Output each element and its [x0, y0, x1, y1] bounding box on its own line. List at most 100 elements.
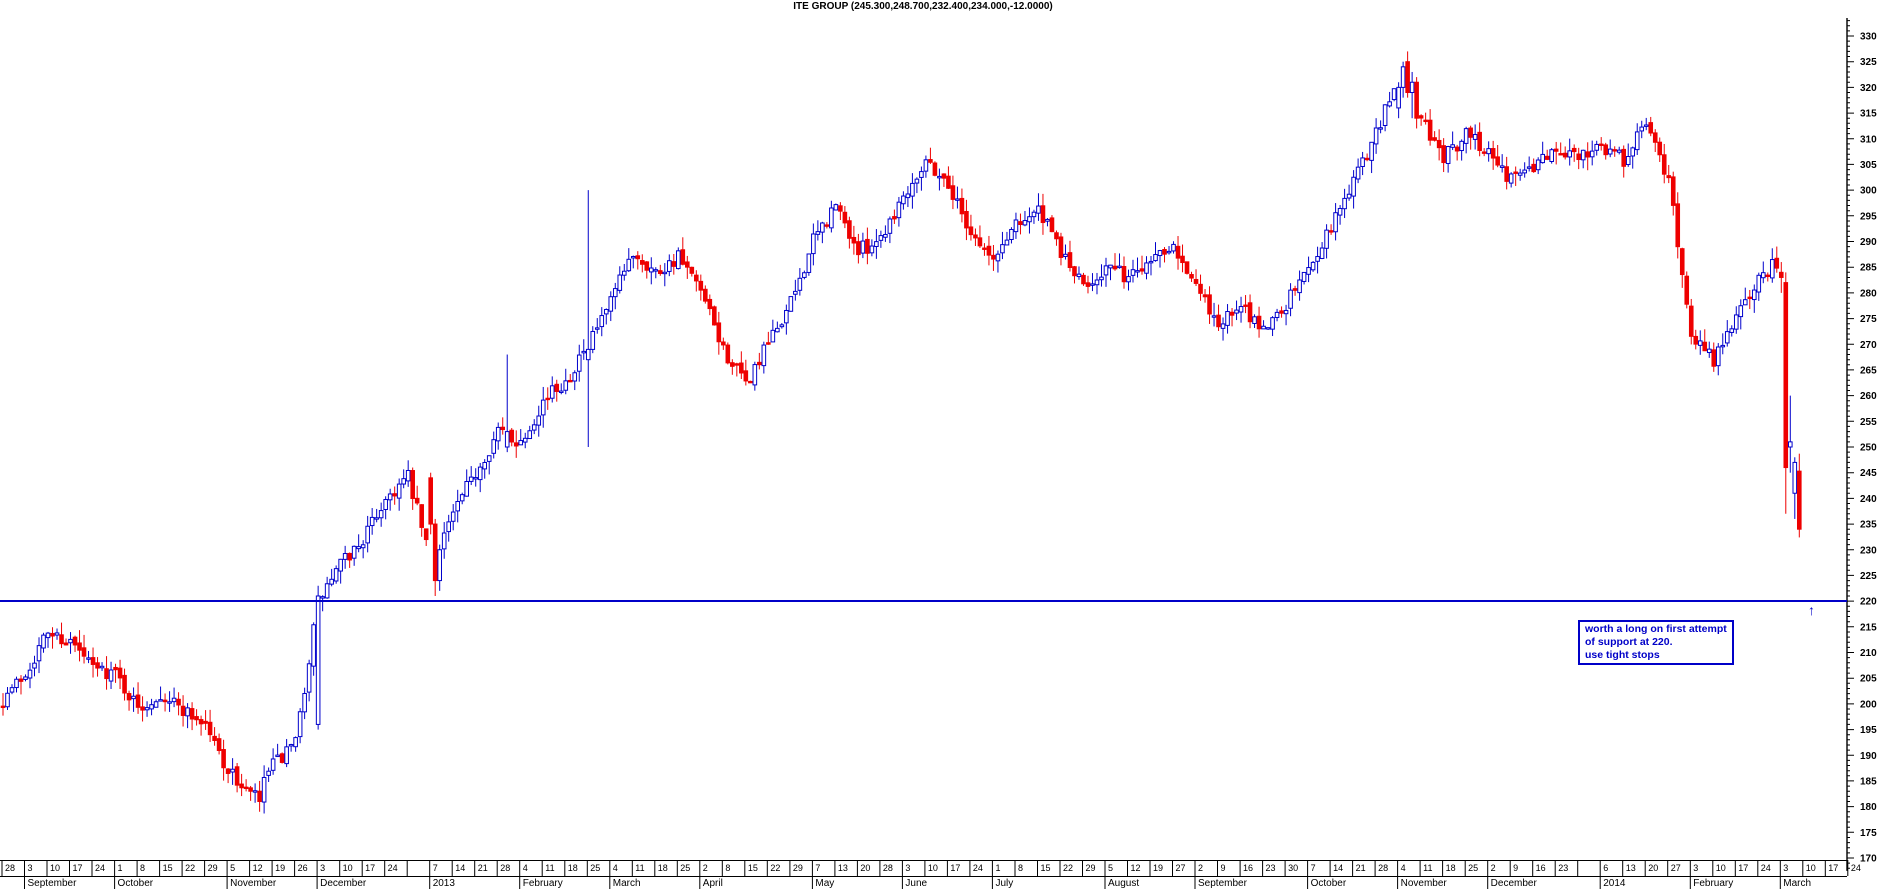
candle — [1508, 172, 1514, 188]
candle — [1589, 140, 1595, 166]
price-axis-label: 310 — [1860, 134, 1877, 145]
candle — [356, 534, 361, 553]
candle — [302, 687, 307, 720]
candle — [1670, 171, 1676, 216]
candle — [1747, 289, 1753, 310]
candle — [450, 504, 456, 531]
candle — [311, 622, 316, 676]
price-axis-label: 290 — [1860, 237, 1877, 248]
candle — [802, 270, 807, 280]
date-axis-day-label: 4 — [1401, 863, 1406, 873]
candle — [392, 486, 397, 505]
candle — [671, 253, 677, 275]
candle — [603, 308, 609, 325]
candle — [1315, 246, 1320, 274]
candle — [1072, 265, 1077, 284]
support-trendline[interactable] — [0, 600, 1847, 603]
price-axis-label: 295 — [1860, 211, 1877, 222]
candle — [1319, 242, 1325, 260]
date-axis-day-label: 22 — [1063, 863, 1073, 873]
candle — [712, 305, 717, 326]
date-axis-day-label: 9 — [1513, 863, 1518, 873]
candle — [1288, 283, 1293, 317]
date-axis-day-label: 7 — [1311, 863, 1316, 873]
candles — [0, 51, 1802, 814]
candle — [608, 291, 614, 322]
date-axis-day-label: 24 — [1761, 863, 1771, 873]
candle — [396, 478, 402, 511]
candle — [887, 216, 893, 244]
candle — [1693, 329, 1699, 350]
candle — [1652, 129, 1658, 153]
candle — [1018, 213, 1023, 235]
candle — [1369, 141, 1374, 174]
candle — [635, 251, 641, 270]
candle — [1553, 141, 1559, 165]
candle — [1468, 125, 1473, 150]
candle — [1450, 131, 1455, 151]
candle — [1099, 264, 1104, 287]
candle — [1702, 329, 1708, 352]
candle — [153, 699, 159, 708]
candle — [793, 279, 798, 301]
candle — [1549, 147, 1554, 164]
candle — [1621, 145, 1627, 178]
candle — [775, 321, 780, 333]
candle — [1778, 262, 1784, 293]
date-axis-day-label: 12 — [1131, 863, 1141, 873]
candle — [1535, 157, 1541, 175]
price-axis-label: 200 — [1860, 699, 1877, 710]
candle — [937, 168, 942, 191]
candle — [703, 285, 708, 304]
candle — [815, 220, 821, 241]
candle — [504, 354, 510, 453]
candle — [1378, 120, 1383, 134]
candle — [1792, 457, 1798, 519]
candle — [297, 708, 303, 744]
date-axis-month-label: February — [523, 878, 563, 889]
candle — [1738, 299, 1744, 330]
candle — [946, 166, 951, 189]
annotation-box[interactable]: worth a long on first attempt of support… — [1578, 620, 1734, 665]
price-axis-label: 285 — [1860, 263, 1877, 274]
candle — [491, 431, 497, 459]
candle — [1247, 294, 1253, 329]
candle — [1252, 314, 1257, 328]
candle — [869, 239, 875, 257]
candle — [72, 635, 78, 653]
candle — [1522, 162, 1527, 178]
candle — [567, 374, 573, 383]
candle — [1490, 140, 1496, 170]
candle — [540, 386, 546, 428]
candle — [104, 656, 109, 690]
candle — [806, 253, 812, 276]
candle — [585, 190, 591, 447]
price-axis-label: 195 — [1860, 725, 1877, 736]
candle — [486, 455, 492, 475]
candle — [410, 467, 415, 510]
candle — [563, 368, 569, 395]
candle — [401, 469, 406, 489]
candle — [333, 565, 339, 584]
candle — [1027, 207, 1032, 234]
candle — [1630, 146, 1636, 169]
candle — [1175, 236, 1181, 270]
candle — [874, 229, 879, 259]
date-axis-day-label: 12 — [253, 863, 263, 873]
candle — [306, 659, 312, 702]
candle — [964, 199, 969, 241]
candle — [910, 173, 915, 209]
candle — [1486, 141, 1491, 162]
candle — [1148, 255, 1154, 276]
up-arrow-marker[interactable]: ↑ — [1808, 602, 1815, 619]
candle — [99, 662, 105, 671]
candle — [1418, 114, 1424, 126]
candle — [1342, 188, 1347, 219]
candle — [1765, 272, 1771, 282]
candle — [1472, 124, 1478, 150]
candle — [482, 459, 488, 479]
candle — [685, 255, 690, 279]
date-axis-day-label: 15 — [748, 863, 758, 873]
candle — [387, 488, 393, 511]
price-axis-label: 230 — [1860, 545, 1877, 556]
